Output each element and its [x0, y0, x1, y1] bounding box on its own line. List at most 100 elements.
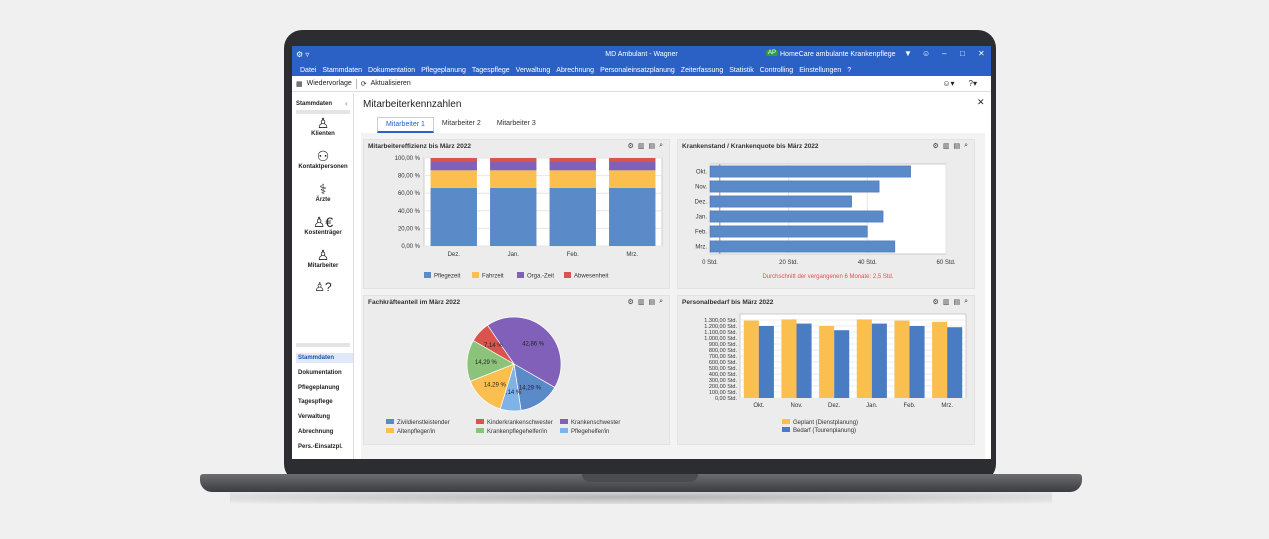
menu-item[interactable]: Verwaltung: [515, 66, 551, 74]
sidebar-nav-item[interactable]: Tagespflege: [298, 399, 333, 406]
settings-icon[interactable]: ⚙: [627, 299, 634, 306]
settings-icon[interactable]: ⚙: [627, 143, 634, 150]
x-tick-label: Feb.: [903, 403, 915, 409]
table-icon[interactable]: ▤: [648, 143, 656, 150]
chart-tools: ⚙ ▥ ▤ ⌕: [933, 142, 968, 150]
zoom-icon[interactable]: ⌕: [964, 298, 968, 305]
settings-icon[interactable]: ⚙: [932, 143, 939, 150]
menu-item[interactable]: Dokumentation: [368, 66, 416, 74]
x-tick-label: 40 Std.: [858, 260, 877, 266]
collapse-icon[interactable]: ‹: [345, 99, 348, 108]
legend-label: Kinderkrankenschwester: [487, 420, 553, 426]
refresh-icon: ⟳: [360, 80, 367, 88]
menu-item[interactable]: Zeiterfassung: [680, 66, 724, 74]
smiley-icon[interactable]: ☺▾: [942, 79, 955, 88]
bar: [834, 330, 850, 398]
page-title: Mitarbeiterkennzahlen: [363, 99, 462, 110]
chart-type-icon[interactable]: ▥: [942, 299, 950, 306]
tab-mitarbeiter-2[interactable]: Mitarbeiter 2: [441, 120, 481, 127]
laptop-notch: [582, 474, 698, 482]
plot-area: [709, 163, 947, 255]
zoom-icon[interactable]: ⌕: [659, 142, 663, 149]
aktualisieren-button[interactable]: Aktualisieren: [370, 80, 411, 87]
chart-type-icon[interactable]: ▥: [942, 143, 950, 150]
scroll-down-handle[interactable]: [296, 343, 350, 347]
sidebar-item-payer[interactable]: ♙€ Kostenträger: [292, 214, 354, 236]
sidebar-nav-item[interactable]: Zeiterfassung: [296, 457, 353, 460]
app-logo-icon[interactable]: ⚙ ▿: [296, 50, 310, 59]
sidebar-item-label: Kostenträger: [304, 230, 342, 236]
filter-icon[interactable]: ▼: [904, 49, 912, 58]
table-icon[interactable]: ▤: [648, 299, 656, 306]
sidebar-nav-item[interactable]: Stammdaten: [296, 353, 353, 363]
close-window-icon[interactable]: ✕: [978, 49, 985, 58]
bar: [932, 321, 948, 398]
menu-item[interactable]: Statistik: [729, 66, 754, 74]
menu-item[interactable]: Datei: [300, 66, 317, 74]
sidebar-item-employee[interactable]: ♙ Mitarbeiter: [292, 247, 354, 269]
help-icon[interactable]: ?▾: [968, 79, 977, 88]
maximize-icon[interactable]: □: [960, 49, 965, 58]
table-icon[interactable]: ▤: [953, 299, 961, 306]
menu-item[interactable]: Pflegeplanung: [421, 66, 466, 74]
chart-fachkraefte: 42,86 %14,29 %7,14 %14,29 %14,29 %7,14 %…: [386, 316, 620, 435]
chart-type-icon[interactable]: ▥: [637, 143, 645, 150]
legend-label: Pflegehelfer/in: [571, 429, 609, 435]
tab-bar: Mitarbeiter 1 Mitarbeiter 2 Mitarbeiter 3: [377, 117, 544, 133]
menu-item[interactable]: Abrechnung: [556, 66, 595, 74]
menu-item[interactable]: Einstellungen: [799, 66, 842, 74]
legend-swatch: [386, 428, 394, 433]
bar: [819, 326, 835, 398]
sidebar-item-person[interactable]: ♙ Klienten: [292, 115, 354, 137]
zoom-icon[interactable]: ⌕: [659, 298, 663, 305]
close-page-icon[interactable]: ✕: [977, 97, 985, 107]
main-content: Mitarbeiterkennzahlen ✕ Mitarbeiter 1 Mit…: [355, 93, 991, 459]
minimize-icon[interactable]: –: [942, 49, 947, 58]
bar: [709, 240, 896, 253]
sidebar-nav-item[interactable]: Verwaltung: [298, 414, 331, 421]
sidebar-item-doctor[interactable]: ⚕ Ärzte: [292, 181, 354, 203]
legend-label: Krankenschwester: [571, 420, 620, 426]
menu-item[interactable]: Personaleinsatzplanung: [600, 66, 675, 74]
bar-segment: [549, 161, 596, 171]
sidebar-nav-item[interactable]: Pflegeplanung: [298, 384, 340, 391]
x-tick-label: Mrz.: [626, 252, 638, 258]
panel-effizienz: 0,00 % 20,00 % 40,00 % 60,00 % 80,00 % 100,00…: [363, 139, 670, 289]
sidebar-item-label: Ärzte: [315, 197, 331, 203]
table-icon[interactable]: ▤: [953, 143, 961, 150]
dashboard-area: 0,00 % 20,00 % 40,00 % 60,00 % 80,00 % 100,00…: [361, 133, 985, 459]
zoom-icon[interactable]: ⌕: [964, 142, 968, 149]
x-tick-label: Mrz.: [941, 403, 953, 409]
bar: [709, 210, 884, 223]
sidebar-nav-item[interactable]: Pers.-Einsatzpl.: [298, 443, 343, 450]
tab-mitarbeiter-1[interactable]: Mitarbeiter 1: [377, 117, 434, 133]
slice-label: 42,86 %: [522, 341, 545, 347]
sidebar-nav-item[interactable]: Dokumentation: [298, 369, 342, 376]
x-tick-label: 0 Std.: [702, 260, 718, 266]
more-icon[interactable]: ♙?: [314, 280, 332, 294]
menu-item[interactable]: Stammdaten: [322, 66, 363, 74]
menu-item[interactable]: Tagespflege: [471, 66, 510, 74]
legend-label: Pflegezeit: [434, 274, 461, 280]
bar: [709, 225, 868, 238]
wiedervorlage-icon: ▦: [296, 80, 303, 88]
sidebar-item-people[interactable]: ⚇ Kontaktpersonen: [292, 148, 354, 170]
x-tick-label: Jan.: [866, 403, 878, 409]
sidebar-nav-item[interactable]: Abrechnung: [298, 429, 334, 435]
y-tick-label: Feb.: [695, 230, 707, 236]
legend-swatch: [560, 428, 568, 433]
y-tick-label: 600,00 Std.: [709, 360, 738, 366]
menu-item[interactable]: ?: [847, 66, 852, 74]
wiedervorlage-button[interactable]: Wiedervorlage: [306, 80, 352, 87]
y-tick-label: 0,00 %: [401, 244, 420, 250]
bar-segment: [609, 158, 656, 162]
legend-swatch: [476, 419, 484, 424]
tab-mitarbeiter-3[interactable]: Mitarbeiter 3: [496, 120, 536, 127]
menu-item[interactable]: Controlling: [759, 66, 794, 74]
y-tick-label: 1.200,00 Std.: [704, 324, 737, 330]
user-icon[interactable]: ☺: [922, 49, 931, 58]
settings-icon[interactable]: ⚙: [932, 299, 939, 306]
chart-type-icon[interactable]: ▥: [637, 299, 645, 306]
bar: [856, 319, 872, 398]
scroll-up-handle[interactable]: [296, 110, 350, 114]
